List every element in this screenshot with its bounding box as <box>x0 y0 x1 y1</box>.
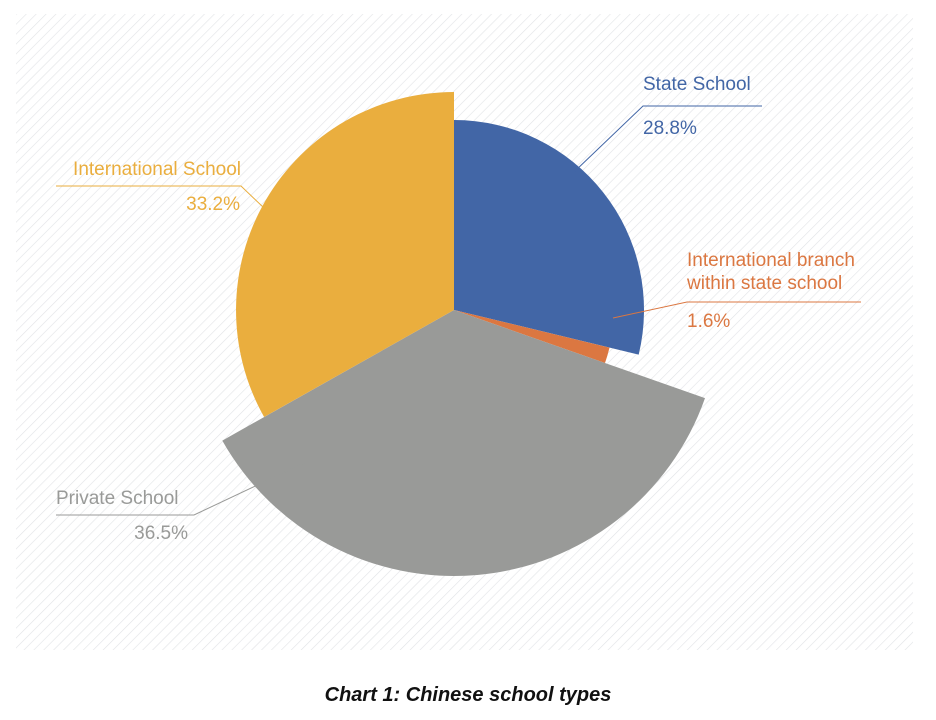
pie-slice-private <box>222 310 706 576</box>
slice-label-international: International School <box>73 159 241 180</box>
slice-label-private: Private School <box>56 488 179 509</box>
pie-chart: State School 28.8% International branchwit… <box>16 14 913 650</box>
leader-line-state <box>573 105 762 173</box>
slice-value-private: 36.5% <box>134 523 188 544</box>
slice-label-branch: International branch <box>687 250 855 271</box>
pie-slice-branch <box>454 310 610 363</box>
slice-value-international: 33.2% <box>186 194 240 215</box>
slice-value-state: 28.8% <box>643 118 697 139</box>
slice-value-branch: 1.6% <box>687 311 730 332</box>
pie-slice-international <box>236 92 454 417</box>
leader-line-branch <box>612 301 861 319</box>
chart-frame: State School 28.8% International branch wit… <box>16 14 913 650</box>
slice-label-state: State School <box>643 74 751 95</box>
chart-caption: Chart 1: Chinese school types <box>324 684 612 706</box>
leader-line-international <box>56 185 265 209</box>
leader-line-private <box>56 462 305 516</box>
slice-label-branch: within state school <box>686 273 842 294</box>
pie-slice-state <box>454 120 645 355</box>
